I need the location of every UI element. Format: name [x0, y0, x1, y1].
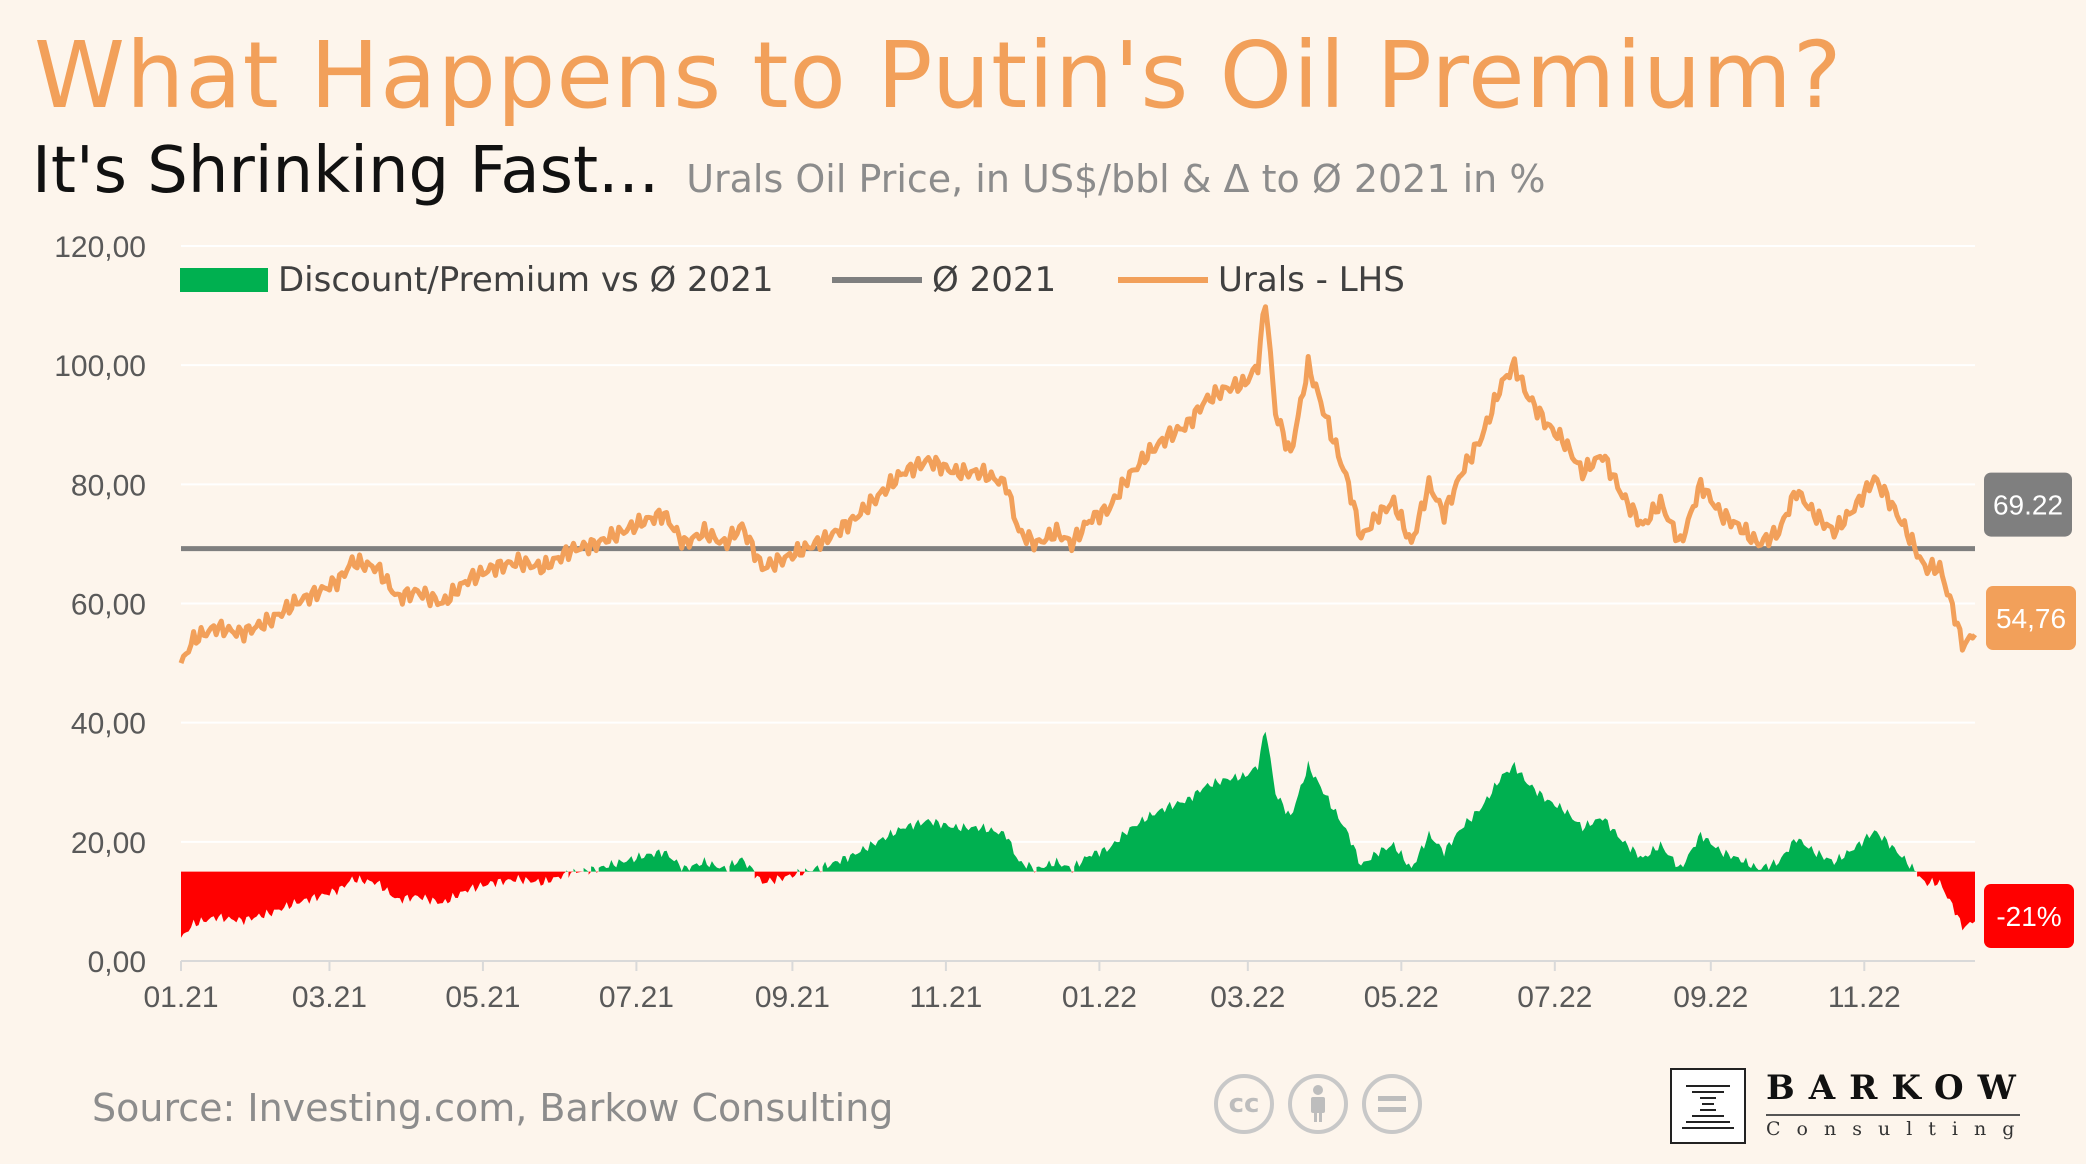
legend-label-premium: Discount/Premium vs Ø 2021: [278, 260, 774, 300]
x-tick-label: 07.21: [599, 981, 674, 1014]
x-tick-label: 07.22: [1517, 981, 1592, 1014]
subtitle-row: It's Shrinking Fast... Urals Oil Price, …: [32, 134, 1545, 208]
legend-label-urals: Urals - LHS: [1218, 260, 1405, 300]
legend-swatch-premium: [180, 268, 268, 292]
average-value-label: 69.22: [1993, 490, 2063, 521]
premium-area: [566, 731, 1918, 872]
y-tick-label: 100,00: [54, 350, 146, 383]
y-tick-label: 20,00: [71, 827, 146, 860]
x-tick-label: 11.21: [909, 981, 982, 1014]
x-tick-label: 03.22: [1210, 981, 1285, 1014]
chart-subnote: Urals Oil Price, in US$/bbl & Δ to Ø 202…: [686, 157, 1546, 201]
logo-mark-icon: [1670, 1068, 1746, 1144]
average-value-label-box: [1984, 472, 2072, 537]
y-tick-label: 120,00: [54, 231, 146, 264]
x-tick-label: 01.22: [1062, 981, 1137, 1014]
x-tick-label: 01.21: [143, 981, 218, 1014]
barkow-logo: BARKOW Consulting: [1670, 1068, 2022, 1144]
logo-sub: Consulting: [1766, 1118, 2031, 1140]
x-tick-label: 09.22: [1673, 981, 1748, 1014]
urals-line: [178, 304, 1978, 664]
chart-title: What Happens to Putin's Oil Premium?: [34, 22, 1843, 129]
x-tick-label: 03.21: [292, 981, 367, 1014]
y-tick-label: 80,00: [71, 469, 146, 502]
last-value-label-box: [1986, 586, 2076, 650]
no-derivatives-icon: [1362, 1074, 1422, 1134]
legend-label-average: Ø 2021: [932, 260, 1056, 300]
last-value-label: 54,76: [1996, 603, 2066, 634]
y-tick-label: 60,00: [71, 589, 146, 622]
x-tick-label: 05.21: [445, 981, 520, 1014]
last-delta-label-box: [1984, 884, 2074, 948]
y-tick-label: 40,00: [71, 708, 146, 741]
source-note: Source: Investing.com, Barkow Consulting: [92, 1086, 894, 1130]
cc-icon: cc: [1214, 1074, 1274, 1134]
x-tick-label: 05.22: [1364, 981, 1439, 1014]
attribution-icon: [1288, 1074, 1348, 1134]
license-icons: cc: [1214, 1074, 1422, 1134]
logo-name: BARKOW: [1766, 1068, 2030, 1108]
discount-area: [181, 871, 1975, 938]
chart-subtitle: It's Shrinking Fast...: [32, 134, 660, 208]
x-tick-label: 09.21: [755, 981, 830, 1014]
x-tick-label: 11.22: [1828, 981, 1901, 1014]
logo-rule: [1766, 1114, 2020, 1116]
y-tick-label: 0,00: [88, 946, 146, 979]
last-delta-label: -21%: [1996, 901, 2061, 932]
